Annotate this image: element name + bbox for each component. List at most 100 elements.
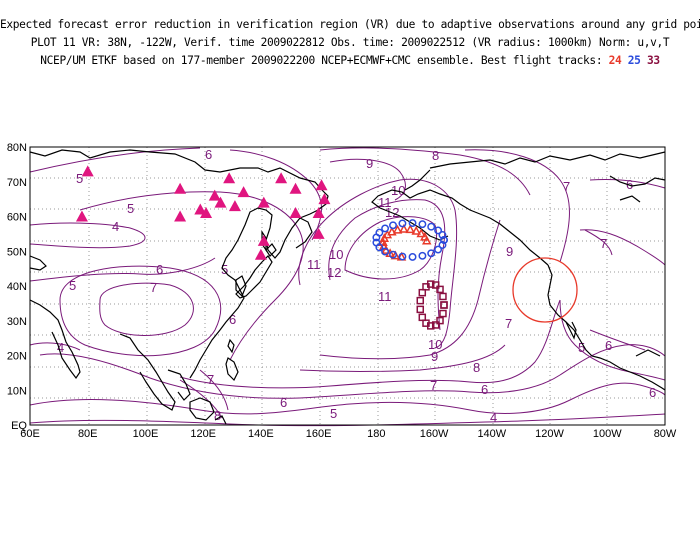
- plot-title-line-3: NCEP/UM ETKF based on 177-member 2009022…: [0, 54, 700, 67]
- flight-track-33-point: [436, 285, 444, 294]
- observation-site-marker: [174, 210, 187, 222]
- contour-label: 5: [330, 406, 337, 421]
- longitude-tick-label: 120W: [535, 428, 564, 440]
- contour-label: 7: [207, 372, 214, 387]
- plot-title-line-2: PLOT 11 VR: 38N, -122W, Verif. time 2009…: [30, 36, 670, 49]
- contour-labels: 6 5 5 4 6 5 5 7 6 4 7 6 8 5 4 9 8 10 11 …: [57, 147, 656, 425]
- observation-site-marker: [254, 248, 267, 260]
- flight-track-24-point: [378, 237, 388, 247]
- observation-site-marker: [223, 172, 236, 184]
- flight-track-24-point: [392, 224, 403, 234]
- longitude-tick-label: 80W: [654, 428, 677, 440]
- observation-site-marker: [289, 207, 302, 219]
- contour-label: 10: [329, 247, 343, 262]
- flight-track-25-point: [408, 253, 417, 261]
- observation-site-marker: [312, 207, 325, 219]
- plot-title-line-1: Expected forecast error reduction in ver…: [0, 18, 700, 31]
- longitude-tick-label: 100E: [133, 428, 159, 440]
- contour-label: 9: [506, 244, 513, 259]
- flight-track-24-point: [416, 228, 426, 238]
- flight-track-25-point: [438, 231, 447, 239]
- latitude-tick-label: 80N: [7, 142, 27, 154]
- flight-track-25-point: [434, 226, 443, 235]
- flight-tracks: [372, 219, 448, 330]
- contour-label: 7: [600, 236, 607, 251]
- contour-label: 10: [428, 337, 442, 352]
- flight-track-25-point: [418, 251, 427, 260]
- flight-track-24-point: [421, 235, 432, 245]
- contour-label: 6: [229, 312, 236, 327]
- flight-track-33-point: [418, 313, 427, 322]
- observation-site-marker: [289, 182, 302, 194]
- contour-label: 6: [649, 385, 656, 400]
- track-label-33: 33: [646, 54, 660, 67]
- contour-label: 8: [473, 360, 480, 375]
- flight-track-25-point: [427, 249, 436, 258]
- contour-label: 7: [505, 316, 512, 331]
- flight-track-25-point: [375, 228, 384, 237]
- contour-label: 7: [150, 280, 157, 295]
- flight-track-24-point: [387, 226, 397, 236]
- flight-track-25-point: [440, 236, 448, 244]
- flight-track-25-point: [389, 221, 397, 230]
- contour-label: 4: [112, 219, 119, 234]
- contour-label: 7: [430, 378, 437, 393]
- flight-track-24-point: [411, 225, 421, 235]
- contour-label: 6: [156, 262, 163, 277]
- contour-label: 8: [214, 408, 221, 423]
- latitude-tick-label: 70N: [7, 177, 27, 189]
- contour-label: 5: [127, 201, 134, 216]
- longitude-tick-label: 140W: [477, 428, 506, 440]
- contour-label: 5: [578, 340, 585, 355]
- flight-track-25-point: [427, 222, 436, 231]
- flight-track-24-point: [399, 223, 409, 233]
- latitude-tick-label: 60N: [7, 212, 27, 224]
- flight-track-24-point: [405, 224, 416, 234]
- contour-label: 4: [57, 340, 64, 355]
- observation-site-marker: [228, 200, 241, 212]
- observation-site-marker: [200, 207, 213, 219]
- flight-track-25-point: [381, 247, 390, 256]
- flight-track-33-point: [426, 280, 435, 288]
- contour-label: 12: [327, 265, 341, 280]
- flight-track-33-point: [440, 301, 448, 309]
- flight-track-25-point: [389, 250, 397, 259]
- observation-sites: [75, 165, 331, 260]
- flight-track-25-point: [381, 224, 390, 233]
- contour-label: 5: [76, 171, 83, 186]
- flight-track-33-point: [431, 281, 440, 289]
- track-label-25: 25: [627, 54, 641, 67]
- flight-track-33-point: [440, 301, 448, 309]
- observation-site-marker: [257, 196, 270, 208]
- contour-lines: [29, 147, 666, 427]
- contour-label: 5: [69, 278, 76, 293]
- longitude-labels: 60E 80E 100E 120E 140E 160E 180 160W 140W 120W 100…: [20, 428, 677, 440]
- observation-site-marker: [75, 210, 88, 222]
- observation-site-marker: [318, 193, 331, 205]
- contour-label: 10: [391, 183, 405, 198]
- flight-track-33-point: [436, 316, 444, 325]
- contour-label: 9: [431, 349, 438, 364]
- contour-label: 4: [490, 410, 497, 425]
- flight-track-25-point: [372, 238, 381, 247]
- contour-label: 6: [280, 395, 287, 410]
- contour-label: 8: [432, 148, 439, 163]
- flight-track-25-point: [408, 219, 417, 227]
- observation-site-marker: [237, 186, 250, 198]
- contour-label: 9: [366, 156, 373, 171]
- observation-site-marker: [214, 196, 227, 208]
- latitude-tick-label: 40N: [7, 281, 27, 293]
- flight-track-33-point: [431, 321, 440, 329]
- contour-label: 7: [563, 179, 570, 194]
- longitude-tick-label: 160W: [420, 428, 449, 440]
- latitude-labels: 80N 70N 60N 50N 40N 30N 20N 10N EQ: [7, 142, 28, 432]
- contour-label: 6: [481, 382, 488, 397]
- observation-site-marker: [208, 189, 221, 201]
- flight-track-33-point: [416, 305, 425, 314]
- flight-track-25-point: [434, 245, 443, 254]
- flight-track-33-point: [439, 292, 447, 301]
- contour-label: 11: [378, 289, 392, 304]
- track-label-24: 24: [608, 54, 622, 67]
- flight-track-25-point: [398, 219, 407, 228]
